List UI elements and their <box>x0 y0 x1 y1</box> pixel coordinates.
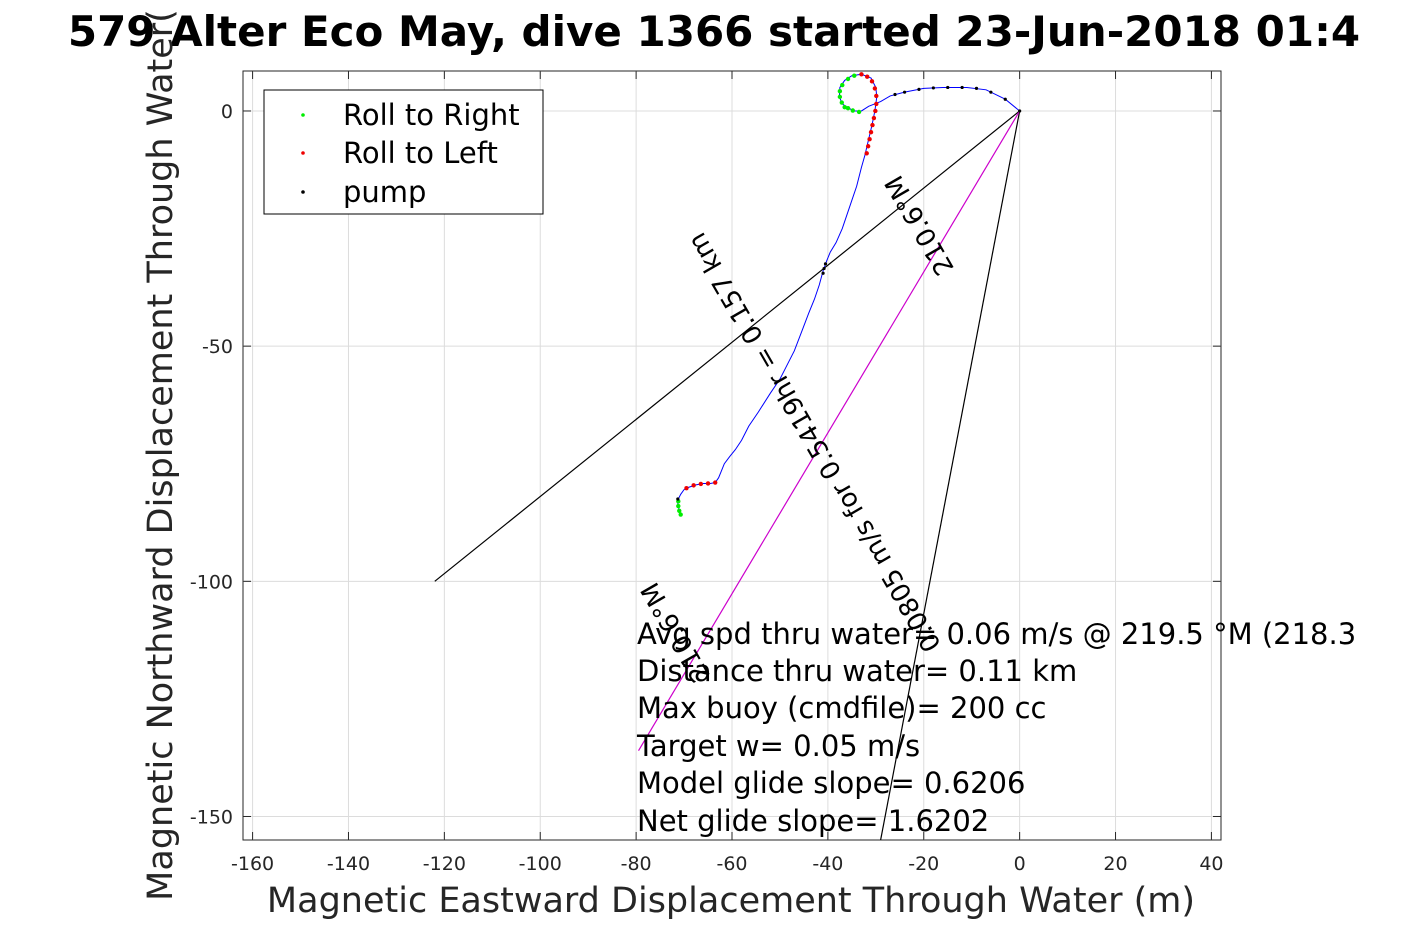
legend-box <box>263 89 544 215</box>
roll-right-point <box>839 100 844 105</box>
x-tick-label: -120 <box>423 853 466 875</box>
reference-line <box>880 110 1021 840</box>
annotation-target-w: Target w= 0.05 m/s <box>636 729 920 763</box>
pump-point <box>989 90 993 94</box>
roll-right-point <box>852 73 857 78</box>
pump-point <box>931 86 935 90</box>
roll-left-point <box>864 74 870 79</box>
legend: Roll to Right Roll to Left pump <box>263 89 544 215</box>
legend-label-pump: pump <box>343 175 426 209</box>
roll-left-point <box>864 151 869 156</box>
pump-point <box>902 90 907 94</box>
annotation-model-glide: Model glide slope= 0.6206 <box>637 766 1025 800</box>
y-tick-label: -150 <box>190 806 233 828</box>
roll-left-point <box>684 485 689 491</box>
roll-left-point <box>865 144 871 149</box>
roll-left-point <box>867 136 872 142</box>
annotation-avg-speed: Avg spd thru water= 0.06 m/s @ 219.5 °M … <box>637 617 1356 651</box>
legend-label-roll-right: Roll to Right <box>343 98 520 132</box>
roll-left-point <box>874 93 879 99</box>
y-tick-label: -50 <box>202 336 233 358</box>
pump-point <box>893 92 897 97</box>
pump-point <box>946 85 950 90</box>
roll-right-point <box>837 94 843 100</box>
roll-left-point <box>874 101 879 107</box>
roll-right-point <box>677 508 682 513</box>
roll-left-point <box>869 79 875 84</box>
y-tick-label: -100 <box>190 571 233 593</box>
x-axis-label: Magnetic Eastward Displacement Through W… <box>267 881 1195 921</box>
legend-marker-pump <box>301 190 305 194</box>
y-axis-ticks: 0 -50 -100 -150 <box>190 101 1221 828</box>
roll-left-point <box>859 72 864 77</box>
x-axis-ticks: -160 -140 -120 -100 -80 -60 -40 -20 0 20 40 <box>231 71 1224 875</box>
roll-left-point <box>698 481 704 487</box>
pump-point <box>821 271 825 275</box>
roll-right-point <box>845 76 851 82</box>
roll-right-points <box>676 73 862 517</box>
roll-right-point <box>842 105 847 110</box>
reference-line <box>434 110 1021 582</box>
pump-point <box>676 497 680 501</box>
roll-left-points <box>684 72 879 491</box>
pump-point <box>1018 109 1022 113</box>
legend-marker-roll-right <box>301 113 305 117</box>
annotation-net-glide: Net glide slope= 1.6202 <box>637 804 989 838</box>
x-tick-label: 40 <box>1199 853 1223 875</box>
roll-left-point <box>705 481 711 486</box>
roll-left-point <box>713 480 718 485</box>
x-tick-label: -60 <box>716 853 747 875</box>
roll-left-point <box>873 108 878 114</box>
x-tick-label: -160 <box>231 853 274 875</box>
roll-right-point <box>845 105 851 111</box>
roll-right-point <box>676 503 681 509</box>
annotation-max-buoy: Max buoy (cmdfile)= 200 cc <box>637 691 1046 725</box>
x-tick-label: -80 <box>621 853 652 875</box>
pump-point <box>974 86 979 91</box>
chart-title: 579 Alter Eco May, dive 1366 started 23-… <box>68 7 1360 56</box>
roll-right-point <box>678 512 683 517</box>
x-tick-label: 20 <box>1103 853 1127 875</box>
pump-point <box>1003 97 1007 101</box>
roll-right-point <box>850 108 856 113</box>
pump-point <box>917 87 921 91</box>
y-axis-label: Magnetic Northward Displacement Through … <box>141 9 181 901</box>
roll-left-point <box>872 86 878 91</box>
reference-lines <box>434 110 1021 840</box>
x-tick-label: 0 <box>1014 853 1026 875</box>
roll-left-point <box>691 483 696 488</box>
y-tick-label: 0 <box>221 101 233 123</box>
legend-marker-roll-left <box>301 151 305 155</box>
roll-left-point <box>870 122 875 128</box>
pump-point <box>822 266 826 271</box>
x-tick-label: -140 <box>327 853 370 875</box>
annotation-block: Avg spd thru water= 0.06 m/s @ 219.5 °M … <box>636 617 1356 838</box>
x-tick-label: -100 <box>519 853 562 875</box>
roll-left-point <box>868 129 874 135</box>
pump-point <box>823 262 828 266</box>
legend-label-roll-left: Roll to Left <box>343 136 498 170</box>
roll-right-point <box>856 109 862 115</box>
grid <box>243 71 1221 840</box>
roll-left-point <box>871 115 877 121</box>
pump-point <box>960 85 964 90</box>
annotation-distance: Distance thru water= 0.11 km <box>637 654 1077 688</box>
roll-right-point <box>840 82 845 88</box>
reference-line <box>637 110 1021 751</box>
pump-points <box>676 85 1022 501</box>
x-tick-label: -40 <box>812 853 843 875</box>
x-tick-label: -20 <box>908 853 939 875</box>
roll-right-point <box>837 89 843 94</box>
